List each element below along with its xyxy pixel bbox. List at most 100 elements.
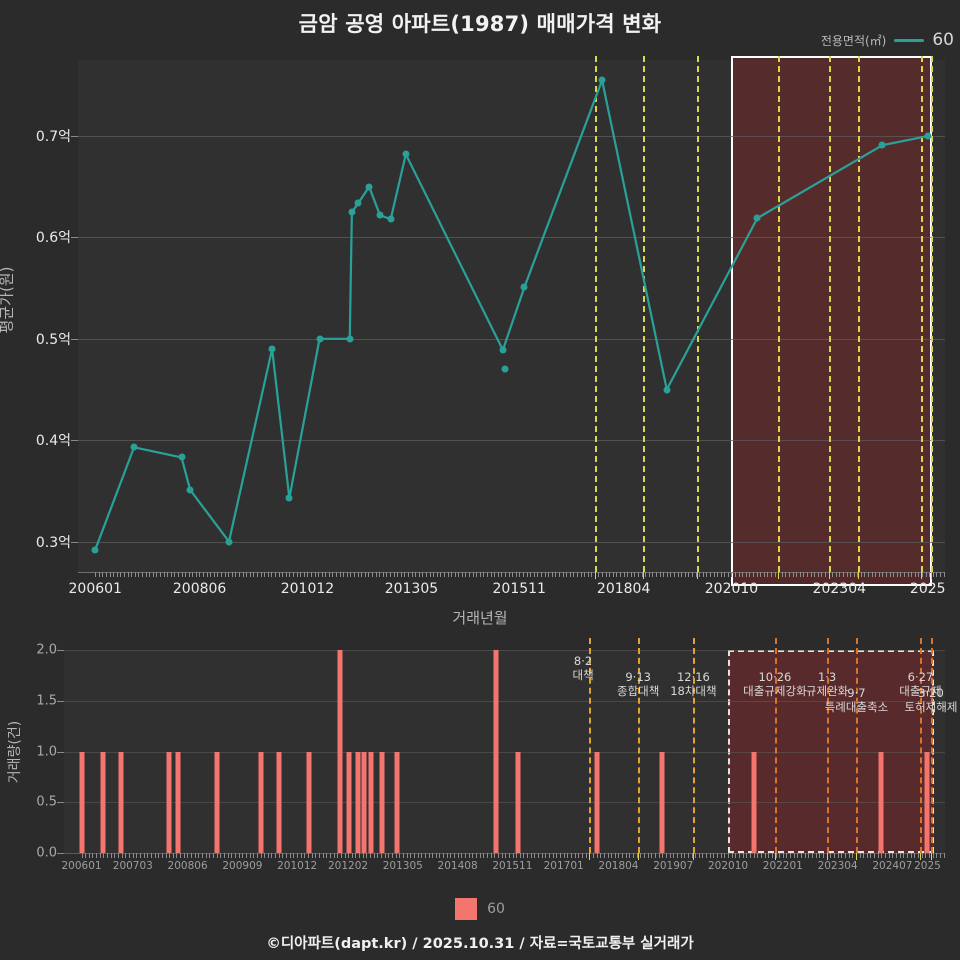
volume-axis-minor-tick bbox=[519, 853, 521, 858]
volume-axis-minor-tick bbox=[249, 853, 251, 858]
price-axis-minor-tick bbox=[303, 572, 305, 577]
price-data-point bbox=[285, 494, 293, 502]
policy-annotation-name: 토허제해제 bbox=[904, 700, 958, 715]
volume-axis-minor-tick bbox=[618, 853, 620, 858]
volume-axis-minor-tick bbox=[523, 853, 525, 858]
volume-axis-minor-tick bbox=[585, 853, 587, 858]
volume-axis-minor-tick bbox=[242, 853, 244, 858]
price-data-point bbox=[402, 150, 410, 158]
volume-x-tick-label: 201202 bbox=[327, 860, 369, 872]
volume-axis-minor-tick bbox=[592, 853, 594, 858]
price-axis-minor-tick bbox=[95, 572, 97, 577]
volume-axis-minor-tick bbox=[275, 853, 277, 858]
volume-axis-minor-tick bbox=[684, 853, 686, 858]
price-axis-minor-tick bbox=[483, 572, 485, 577]
price-axis-minor-tick bbox=[530, 572, 532, 577]
price-axis-minor-tick bbox=[921, 572, 923, 577]
price-axis-minor-tick bbox=[753, 572, 755, 577]
price-axis-minor-tick bbox=[393, 572, 395, 577]
price-axis-minor-tick bbox=[400, 572, 402, 577]
volume-axis-minor-tick bbox=[859, 853, 861, 858]
volume-y-tick-label: 1.5 bbox=[36, 693, 57, 709]
volume-bar bbox=[214, 751, 220, 853]
price-axis-minor-tick bbox=[106, 572, 108, 577]
volume-axis-minor-tick bbox=[486, 853, 488, 858]
price-axis-minor-tick bbox=[436, 572, 438, 577]
price-axis-minor-tick bbox=[386, 572, 388, 577]
price-axis-minor-tick bbox=[278, 572, 280, 577]
volume-axis-minor-tick bbox=[742, 853, 744, 858]
price-axis-minor-tick bbox=[224, 572, 226, 577]
volume-axis-minor-tick bbox=[530, 853, 532, 858]
price-axis-minor-tick bbox=[738, 572, 740, 577]
price-axis-minor-tick bbox=[267, 572, 269, 577]
price-axis-minor-tick bbox=[465, 572, 467, 577]
price-axis-minor-tick bbox=[188, 572, 190, 577]
price-axis-minor-tick bbox=[580, 572, 582, 577]
volume-axis-minor-tick bbox=[746, 853, 748, 858]
price-axis-minor-tick bbox=[558, 572, 560, 577]
volume-x-tick-label: 201012 bbox=[277, 860, 318, 872]
volume-axis-minor-tick bbox=[892, 853, 894, 858]
policy-annotation-3-20: 3·20 토허제해제 bbox=[905, 686, 958, 715]
volume-axis-policy-tick bbox=[638, 853, 640, 860]
volume-axis-minor-tick bbox=[797, 853, 799, 858]
policy-annotation-name: 대책 bbox=[572, 668, 594, 683]
price-axis-minor-tick bbox=[656, 572, 657, 577]
volume-axis-minor-tick bbox=[698, 853, 700, 858]
price-axis-minor-tick bbox=[285, 572, 287, 577]
volume-axis-minor-tick bbox=[454, 853, 456, 858]
price-axis-minor-tick bbox=[469, 572, 471, 577]
volume-bar bbox=[751, 751, 757, 853]
price-axis-minor-tick bbox=[382, 572, 384, 577]
price-axis-minor-tick bbox=[670, 572, 672, 577]
price-gridline bbox=[78, 440, 945, 442]
price-axis-minor-tick bbox=[461, 572, 463, 577]
volume-bar bbox=[368, 751, 374, 853]
volume-axis-minor-tick bbox=[172, 853, 174, 858]
policy-line-9-7 bbox=[856, 638, 859, 853]
volume-axis-minor-tick bbox=[633, 853, 635, 858]
price-axis-minor-tick bbox=[490, 572, 492, 577]
top-legend-value: 60 bbox=[932, 30, 954, 50]
volume-axis-minor-tick bbox=[793, 853, 795, 858]
price-axis-minor-tick bbox=[832, 572, 834, 577]
volume-axis-minor-tick bbox=[315, 853, 317, 858]
price-axis-minor-tick bbox=[505, 572, 507, 577]
price-axis-minor-tick bbox=[134, 572, 136, 577]
volume-bar bbox=[79, 751, 85, 853]
price-axis-minor-tick bbox=[217, 572, 219, 577]
price-axis-minor-tick bbox=[210, 572, 212, 577]
price-axis-minor-tick bbox=[713, 572, 715, 577]
volume-axis-minor-tick bbox=[99, 853, 101, 858]
volume-axis-minor-tick bbox=[395, 853, 397, 858]
price-axis-minor-tick bbox=[138, 572, 140, 577]
price-y-tick-mark bbox=[71, 541, 78, 543]
price-axis-minor-tick bbox=[149, 572, 151, 577]
price-axis-minor-tick bbox=[195, 572, 197, 577]
policy-line-10-26 bbox=[777, 56, 780, 572]
price-axis-minor-tick bbox=[612, 572, 614, 577]
price-axis-minor-tick bbox=[799, 572, 801, 577]
volume-axis-minor-tick bbox=[943, 853, 945, 858]
price-axis-minor-tick bbox=[623, 572, 625, 577]
volume-axis-minor-tick bbox=[709, 853, 711, 858]
price-axis-minor-tick bbox=[141, 572, 143, 577]
volume-y-tick-mark bbox=[57, 802, 64, 804]
volume-axis-minor-tick bbox=[925, 853, 927, 858]
price-axis-minor-tick bbox=[127, 572, 129, 577]
price-axis-minor-tick bbox=[796, 572, 798, 577]
volume-axis-minor-tick bbox=[556, 853, 558, 858]
volume-axis-minor-tick bbox=[695, 853, 697, 858]
volume-axis-minor-tick bbox=[728, 853, 730, 858]
bottom-legend: 60 bbox=[0, 898, 960, 920]
volume-axis-minor-tick bbox=[402, 853, 404, 858]
price-axis-minor-tick bbox=[835, 572, 837, 577]
bottom-legend-value: 60 bbox=[487, 901, 505, 917]
price-axis-minor-tick bbox=[407, 572, 409, 577]
volume-bar bbox=[659, 751, 665, 853]
price-axis-minor-tick bbox=[562, 572, 564, 577]
price-axis-minor-tick bbox=[684, 572, 686, 577]
volume-axis-minor-tick bbox=[289, 853, 291, 858]
price-axis-minor-tick bbox=[839, 572, 841, 577]
